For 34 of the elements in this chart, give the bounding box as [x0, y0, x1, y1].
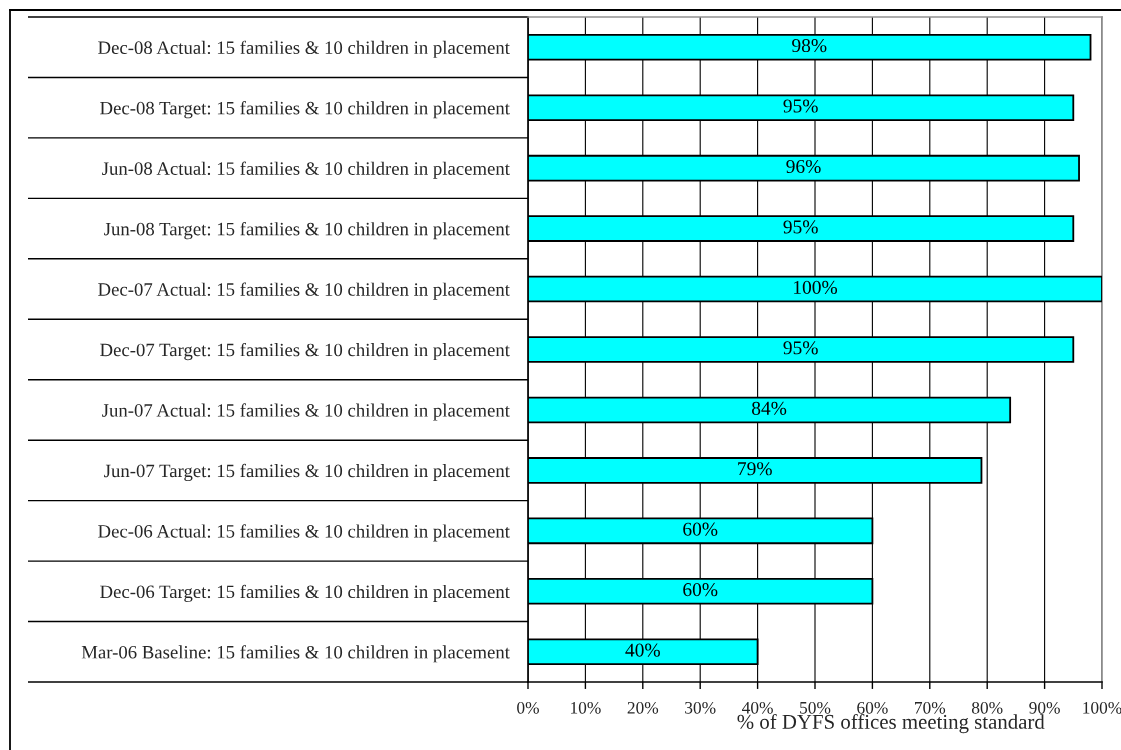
- x-tick-label: 10%: [571, 701, 601, 714]
- data-label: 84%: [752, 401, 787, 415]
- y-tick-label: Jun-08 Actual: 15 families & 10 children in placement: [102, 161, 510, 179]
- x-tick-label: 80%: [971, 701, 1003, 714]
- y-tick-label: Jun-07 Actual: 15 families & 10 children in placement: [102, 403, 510, 421]
- data-label: 60%: [683, 583, 718, 597]
- y-tick-label: Mar-06 Baseline: 15 families & 10 children in placement: [81, 645, 510, 663]
- data-label: 79%: [738, 462, 772, 476]
- x-axis-title: % of DYFS offices meeting standard: [737, 714, 1045, 734]
- data-label: 96%: [786, 159, 821, 174]
- x-tick-label: 30%: [685, 701, 716, 714]
- data-label: 98%: [792, 38, 827, 53]
- data-label: 100%: [794, 280, 838, 294]
- y-tick-label: Dec-08 Target: 15 families & 10 children in placement: [100, 101, 510, 119]
- y-tick-label: Dec-08 Actual: 15 families & 10 children in placement: [98, 40, 510, 58]
- data-label: 40%: [625, 643, 660, 657]
- y-tick-label: Jun-07 Target: 15 families & 10 children in placement: [104, 463, 510, 482]
- x-tick-label: 70%: [915, 701, 946, 714]
- y-tick-label: Dec-07 Actual: 15 families & 10 children in placement: [98, 282, 510, 300]
- x-tick-label: 90%: [1029, 701, 1060, 714]
- x-tick-label: 0%: [517, 701, 539, 714]
- data-label: 95%: [783, 99, 818, 113]
- x-tick-label: 40%: [742, 701, 773, 714]
- data-label: 60%: [683, 522, 718, 536]
- y-tick-label: Jun-08 Target: 15 families & 10 children in placement: [104, 221, 510, 240]
- x-tick-label: 100%: [1083, 701, 1121, 714]
- data-label: 95%: [783, 220, 818, 234]
- x-tick-label: 60%: [857, 701, 888, 714]
- x-tick-label: 20%: [627, 701, 659, 714]
- data-label: 95%: [783, 341, 818, 355]
- y-tick-label: Dec-07 Target: 15 families & 10 children in placement: [100, 342, 510, 361]
- y-tick-label: Dec-06 Actual: 15 families & 10 children in placement: [98, 524, 510, 542]
- y-tick-label: Dec-06 Target: 15 families & 10 children in placement: [100, 584, 510, 602]
- x-tick-label: 50%: [800, 701, 831, 714]
